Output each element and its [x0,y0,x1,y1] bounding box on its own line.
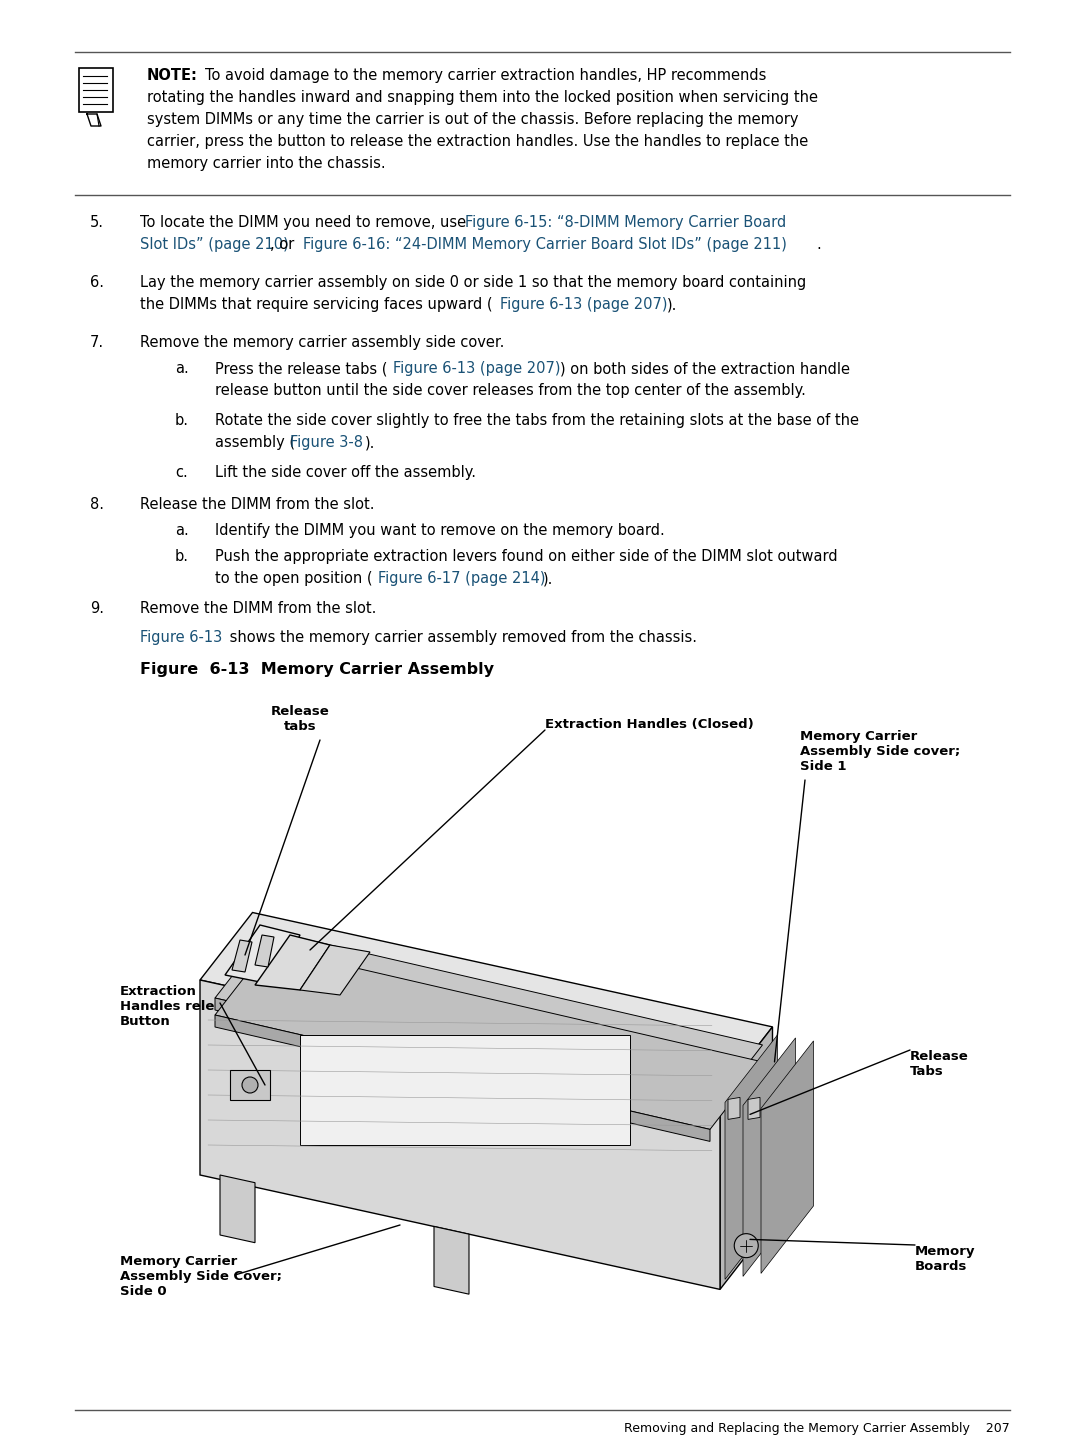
Text: Figure  6-13  Memory Carrier Assembly: Figure 6-13 Memory Carrier Assembly [140,661,494,677]
Text: ) on both sides of the extraction handle: ) on both sides of the extraction handle [561,361,850,375]
Text: Extraction
Handles release
Button: Extraction Handles release Button [120,985,240,1028]
Text: Remove the memory carrier assembly side cover.: Remove the memory carrier assembly side … [140,335,504,349]
Text: 8.: 8. [90,498,104,512]
Polygon shape [434,1227,469,1294]
Polygon shape [728,1097,740,1119]
Polygon shape [300,1035,630,1145]
Text: a.: a. [175,523,189,538]
Polygon shape [225,925,300,985]
Text: Release
Tabs: Release Tabs [910,1050,969,1078]
Text: Extraction Handles (Closed): Extraction Handles (Closed) [545,718,754,731]
Polygon shape [300,945,370,995]
Text: Remove the DIMM from the slot.: Remove the DIMM from the slot. [140,601,376,615]
Polygon shape [743,1038,796,1277]
Text: Memory Carrier
Assembly Side cover;
Side 1: Memory Carrier Assembly Side cover; Side… [800,731,960,774]
Text: c.: c. [175,464,188,480]
Text: Figure 6-16: “24-DIMM Memory Carrier Board Slot IDs” (page 211): Figure 6-16: “24-DIMM Memory Carrier Boa… [303,237,787,252]
Text: to the open position (: to the open position ( [215,571,373,587]
Text: Press the release tabs (: Press the release tabs ( [215,361,388,375]
Text: shows the memory carrier assembly removed from the chassis.: shows the memory carrier assembly remove… [225,630,697,646]
Polygon shape [215,948,762,1129]
Polygon shape [748,1097,760,1119]
Text: Figure 6-17 (page 214): Figure 6-17 (page 214) [378,571,545,587]
Text: the DIMMs that require servicing faces upward (: the DIMMs that require servicing faces u… [140,298,492,312]
Text: Lift the side cover off the assembly.: Lift the side cover off the assembly. [215,464,476,480]
Text: Push the appropriate extraction levers found on either side of the DIMM slot out: Push the appropriate extraction levers f… [215,549,838,564]
Text: 6.: 6. [90,275,104,290]
Text: NOTE:: NOTE: [147,68,198,83]
FancyBboxPatch shape [79,68,113,112]
Polygon shape [215,1015,710,1142]
Polygon shape [215,998,710,1125]
Polygon shape [230,1070,270,1100]
Polygon shape [720,1027,772,1290]
Circle shape [242,1077,258,1093]
Text: Figure 3-8: Figure 3-8 [291,436,363,450]
Circle shape [734,1234,758,1258]
Polygon shape [725,1035,778,1280]
Polygon shape [200,913,772,1094]
Text: system DIMMs or any time the carrier is out of the chassis. Before replacing the: system DIMMs or any time the carrier is … [147,112,798,127]
Polygon shape [220,1175,255,1242]
Text: ).: ). [543,571,553,587]
Text: Memory
Boards: Memory Boards [915,1245,975,1273]
Polygon shape [255,935,274,966]
Text: Figure 6-13 (page 207): Figure 6-13 (page 207) [393,361,561,375]
Polygon shape [215,930,762,1113]
Text: , or: , or [270,237,299,252]
Text: memory carrier into the chassis.: memory carrier into the chassis. [147,155,386,171]
Text: Slot IDs” (page 210): Slot IDs” (page 210) [140,237,288,252]
Text: release button until the side cover releases from the top center of the assembly: release button until the side cover rele… [215,383,806,398]
Text: ).: ). [365,436,376,450]
Polygon shape [761,1041,813,1274]
Text: rotating the handles inward and snapping them into the locked position when serv: rotating the handles inward and snapping… [147,91,818,105]
Text: carrier, press the button to release the extraction handles. Use the handles to : carrier, press the button to release the… [147,134,808,150]
Text: .: . [816,237,821,252]
Polygon shape [200,981,720,1290]
Text: Figure 6-15: “8-DIMM Memory Carrier Board: Figure 6-15: “8-DIMM Memory Carrier Boar… [465,216,786,230]
Text: Figure 6-13: Figure 6-13 [140,630,222,646]
Text: Release the DIMM from the slot.: Release the DIMM from the slot. [140,498,375,512]
Text: Identify the DIMM you want to remove on the memory board.: Identify the DIMM you want to remove on … [215,523,665,538]
Text: b.: b. [175,549,189,564]
Text: 9.: 9. [90,601,104,615]
Text: Lay the memory carrier assembly on side 0 or side 1 so that the memory board con: Lay the memory carrier assembly on side … [140,275,807,290]
Polygon shape [232,940,252,972]
Text: Rotate the side cover slightly to free the tabs from the retaining slots at the : Rotate the side cover slightly to free t… [215,413,859,429]
Text: b.: b. [175,413,189,429]
Text: ).: ). [667,298,677,312]
Text: assembly (: assembly ( [215,436,295,450]
Text: Removing and Replacing the Memory Carrier Assembly    207: Removing and Replacing the Memory Carrie… [624,1422,1010,1435]
Text: Figure 6-13 (page 207): Figure 6-13 (page 207) [500,298,667,312]
Text: Release
tabs: Release tabs [271,705,329,733]
Polygon shape [255,935,330,989]
Text: To avoid damage to the memory carrier extraction handles, HP recommends: To avoid damage to the memory carrier ex… [205,68,767,83]
Text: Memory Carrier
Assembly Side Cover;
Side 0: Memory Carrier Assembly Side Cover; Side… [120,1255,282,1299]
Text: a.: a. [175,361,189,375]
Text: To locate the DIMM you need to remove, use: To locate the DIMM you need to remove, u… [140,216,471,230]
Text: 5.: 5. [90,216,104,230]
Text: 7.: 7. [90,335,104,349]
